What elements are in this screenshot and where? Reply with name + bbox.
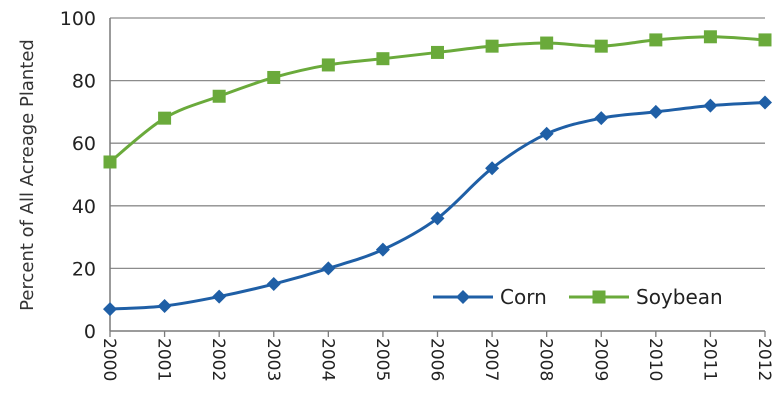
soybean-point <box>103 155 117 169</box>
soybean-point <box>212 89 226 103</box>
y-axis-title: Percent of All Acreage Planted <box>17 39 38 311</box>
legend-label: Corn <box>500 285 547 309</box>
legend: Corn Soybean <box>433 285 723 309</box>
x-tick-label: 2001 <box>154 338 174 381</box>
x-tick-labels: 2000 2001 2002 2003 2004 2005 2006 2007 2008 2009… <box>99 338 774 381</box>
corn-point <box>157 298 172 313</box>
x-tick-label: 2004 <box>317 338 337 381</box>
corn-point <box>648 104 663 119</box>
y-tick-label: 40 <box>72 196 96 218</box>
x-tick-label: 2008 <box>536 338 556 381</box>
series-corn <box>103 95 772 317</box>
corn-point <box>758 95 772 110</box>
y-tick-labels: 0 20 40 60 80 100 <box>60 8 96 343</box>
corn-point <box>703 98 718 113</box>
x-tick-label: 2011 <box>699 338 719 381</box>
y-tick-label: 60 <box>72 133 96 155</box>
x-tick-label: 2005 <box>372 338 392 381</box>
corn-point <box>430 211 445 226</box>
soybean-point <box>485 39 499 53</box>
series-group <box>103 30 772 317</box>
soybean-point <box>267 70 281 84</box>
x-tick-label: 2009 <box>590 338 610 381</box>
x-tick-label: 2007 <box>481 338 501 381</box>
soybean-point <box>758 33 772 47</box>
soybean-point <box>376 52 390 66</box>
x-tick-label: 2012 <box>754 338 774 381</box>
y-tick-label: 20 <box>72 258 96 280</box>
legend-label: Soybean <box>636 285 723 309</box>
soybean-point <box>540 36 554 50</box>
soybean-point <box>703 30 717 44</box>
soybean-point <box>321 58 335 72</box>
y-tick-label: 0 <box>84 321 96 343</box>
corn-point <box>594 111 609 126</box>
legend-swatch-marker <box>456 290 470 304</box>
corn-point <box>103 302 117 317</box>
corn-point <box>539 126 554 141</box>
x-tick-label: 2002 <box>208 338 228 381</box>
y-tick-label: 100 <box>60 8 96 30</box>
soybean-point <box>649 33 663 47</box>
y-tick-label: 80 <box>72 71 96 93</box>
corn-point <box>212 289 227 304</box>
x-tick-label: 2010 <box>645 338 665 381</box>
corn-point <box>266 277 281 292</box>
legend-item-corn: Corn <box>433 285 547 309</box>
legend-item-soybean: Soybean <box>569 285 723 309</box>
corn-point <box>485 161 500 176</box>
series-soybean <box>103 30 772 169</box>
x-tick-label: 2006 <box>427 338 447 381</box>
gridlines <box>110 17 765 270</box>
legend-swatch-marker <box>592 290 606 304</box>
corn-point <box>321 261 336 276</box>
x-tick-label: 2003 <box>263 338 283 381</box>
x-tick-label: 2000 <box>99 338 119 381</box>
corn-point <box>375 242 390 257</box>
soybean-point <box>431 45 444 59</box>
soybean-point <box>158 111 172 125</box>
axes <box>109 18 766 337</box>
soybean-point <box>594 39 608 53</box>
